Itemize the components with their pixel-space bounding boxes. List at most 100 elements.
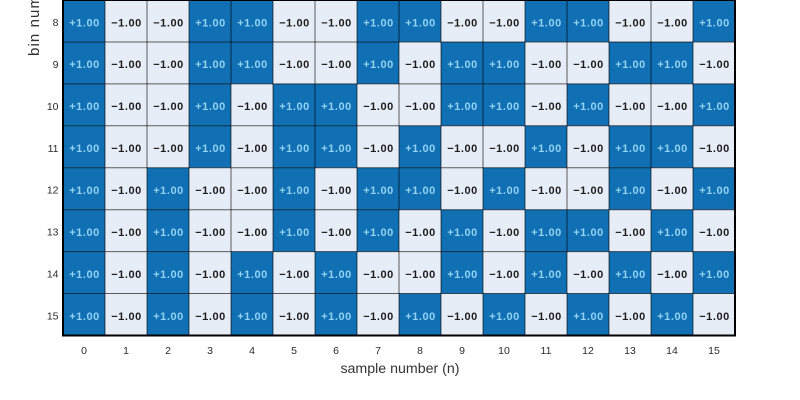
- svg-text:+1.00: +1.00: [195, 17, 226, 29]
- svg-text:2: 2: [165, 345, 171, 357]
- svg-text:−1.00: −1.00: [405, 59, 436, 71]
- svg-text:+1.00: +1.00: [615, 185, 646, 197]
- svg-text:+1.00: +1.00: [195, 143, 226, 155]
- svg-text:14: 14: [47, 269, 59, 281]
- svg-text:+1.00: +1.00: [447, 227, 478, 239]
- svg-text:6: 6: [333, 345, 339, 357]
- svg-text:+1.00: +1.00: [321, 101, 352, 113]
- svg-text:+1.00: +1.00: [699, 269, 730, 281]
- svg-text:−1.00: −1.00: [405, 101, 436, 113]
- svg-text:−1.00: −1.00: [321, 185, 352, 197]
- svg-text:12: 12: [582, 345, 594, 357]
- svg-text:+1.00: +1.00: [489, 101, 520, 113]
- svg-text:+1.00: +1.00: [531, 143, 562, 155]
- svg-text:+1.00: +1.00: [405, 143, 436, 155]
- svg-text:−1.00: −1.00: [615, 311, 646, 323]
- svg-text:−1.00: −1.00: [111, 227, 142, 239]
- svg-text:−1.00: −1.00: [279, 311, 310, 323]
- svg-text:+1.00: +1.00: [153, 185, 184, 197]
- svg-text:−1.00: −1.00: [363, 311, 394, 323]
- svg-text:−1.00: −1.00: [657, 269, 688, 281]
- svg-text:3: 3: [207, 345, 213, 357]
- svg-text:−1.00: −1.00: [699, 227, 730, 239]
- svg-text:−1.00: −1.00: [531, 59, 562, 71]
- svg-text:+1.00: +1.00: [237, 17, 268, 29]
- svg-text:−1.00: −1.00: [573, 59, 604, 71]
- svg-text:−1.00: −1.00: [489, 143, 520, 155]
- svg-text:−1.00: −1.00: [111, 311, 142, 323]
- svg-text:+1.00: +1.00: [447, 59, 478, 71]
- svg-text:−1.00: −1.00: [279, 269, 310, 281]
- svg-text:+1.00: +1.00: [321, 311, 352, 323]
- svg-text:0: 0: [81, 345, 87, 357]
- svg-text:+1.00: +1.00: [69, 101, 100, 113]
- svg-text:−1.00: −1.00: [279, 59, 310, 71]
- svg-text:−1.00: −1.00: [573, 185, 604, 197]
- svg-text:bin number (k): bin number (k): [26, 0, 43, 56]
- svg-text:+1.00: +1.00: [279, 185, 310, 197]
- svg-text:9: 9: [53, 59, 59, 71]
- svg-text:+1.00: +1.00: [321, 143, 352, 155]
- svg-text:−1.00: −1.00: [657, 185, 688, 197]
- svg-text:8: 8: [53, 17, 59, 29]
- svg-text:15: 15: [708, 345, 720, 357]
- svg-text:−1.00: −1.00: [153, 143, 184, 155]
- svg-text:+1.00: +1.00: [237, 269, 268, 281]
- svg-text:+1.00: +1.00: [657, 227, 688, 239]
- svg-text:11: 11: [541, 345, 552, 357]
- svg-text:−1.00: −1.00: [657, 101, 688, 113]
- svg-text:+1.00: +1.00: [657, 311, 688, 323]
- svg-text:+1.00: +1.00: [363, 185, 394, 197]
- svg-text:+1.00: +1.00: [153, 227, 184, 239]
- svg-text:+1.00: +1.00: [363, 59, 394, 71]
- svg-text:+1.00: +1.00: [573, 101, 604, 113]
- svg-text:−1.00: −1.00: [237, 143, 268, 155]
- svg-text:−1.00: −1.00: [279, 17, 310, 29]
- svg-text:+1.00: +1.00: [615, 59, 646, 71]
- svg-text:−1.00: −1.00: [699, 59, 730, 71]
- svg-text:−1.00: −1.00: [111, 17, 142, 29]
- svg-text:+1.00: +1.00: [69, 185, 100, 197]
- svg-text:−1.00: −1.00: [405, 227, 436, 239]
- svg-text:−1.00: −1.00: [111, 143, 142, 155]
- svg-text:−1.00: −1.00: [699, 311, 730, 323]
- svg-text:−1.00: −1.00: [237, 101, 268, 113]
- svg-text:+1.00: +1.00: [657, 59, 688, 71]
- svg-text:+1.00: +1.00: [573, 227, 604, 239]
- svg-text:−1.00: −1.00: [573, 269, 604, 281]
- svg-text:−1.00: −1.00: [195, 227, 226, 239]
- svg-text:10: 10: [498, 345, 510, 357]
- svg-text:15: 15: [47, 311, 59, 323]
- svg-text:−1.00: −1.00: [363, 269, 394, 281]
- svg-text:+1.00: +1.00: [69, 59, 100, 71]
- svg-text:−1.00: −1.00: [447, 185, 478, 197]
- svg-text:+1.00: +1.00: [405, 17, 436, 29]
- svg-text:+1.00: +1.00: [237, 59, 268, 71]
- svg-text:+1.00: +1.00: [489, 185, 520, 197]
- svg-text:−1.00: −1.00: [195, 269, 226, 281]
- svg-text:−1.00: −1.00: [699, 143, 730, 155]
- svg-text:+1.00: +1.00: [69, 227, 100, 239]
- svg-text:4: 4: [249, 345, 255, 357]
- svg-text:−1.00: −1.00: [447, 143, 478, 155]
- svg-text:+1.00: +1.00: [573, 311, 604, 323]
- svg-text:+1.00: +1.00: [531, 227, 562, 239]
- svg-text:−1.00: −1.00: [489, 269, 520, 281]
- svg-text:+1.00: +1.00: [447, 101, 478, 113]
- svg-text:+1.00: +1.00: [699, 185, 730, 197]
- svg-text:+1.00: +1.00: [405, 311, 436, 323]
- svg-text:+1.00: +1.00: [615, 269, 646, 281]
- svg-text:−1.00: −1.00: [195, 311, 226, 323]
- svg-text:−1.00: −1.00: [615, 17, 646, 29]
- svg-text:+1.00: +1.00: [531, 269, 562, 281]
- svg-text:−1.00: −1.00: [111, 185, 142, 197]
- svg-text:+1.00: +1.00: [237, 311, 268, 323]
- svg-text:9: 9: [459, 345, 465, 357]
- svg-text:−1.00: −1.00: [489, 17, 520, 29]
- svg-text:+1.00: +1.00: [447, 269, 478, 281]
- svg-text:10: 10: [47, 101, 59, 113]
- svg-text:+1.00: +1.00: [69, 311, 100, 323]
- svg-text:−1.00: −1.00: [111, 269, 142, 281]
- svg-text:14: 14: [666, 345, 678, 357]
- svg-text:−1.00: −1.00: [447, 311, 478, 323]
